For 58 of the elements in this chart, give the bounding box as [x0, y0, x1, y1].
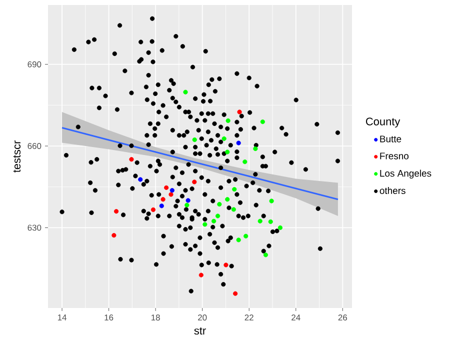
point: [198, 272, 204, 278]
point: [258, 218, 262, 224]
point: [236, 140, 241, 146]
point: [232, 187, 237, 192]
point: [242, 160, 248, 164]
point: [225, 197, 230, 202]
x-tick-label: 18: [152, 314, 160, 321]
y-tick-label: 630: [28, 224, 42, 231]
point: [114, 209, 119, 214]
point: [226, 118, 230, 123]
point: [160, 197, 166, 202]
legend-label: Fresno: [380, 152, 409, 160]
point: [225, 150, 230, 154]
point: [263, 252, 268, 258]
point: [237, 110, 242, 114]
x-tick-label: 16: [104, 314, 114, 321]
x-tick-label: 14: [58, 314, 66, 320]
point: [253, 146, 258, 152]
point: [192, 137, 197, 142]
legend-label: others: [380, 187, 406, 194]
point: [233, 291, 238, 296]
point: [269, 198, 274, 204]
y-axis-title: testscr: [13, 140, 21, 172]
point: [164, 185, 169, 190]
point: [186, 198, 190, 203]
legend-title: County: [366, 118, 400, 128]
point: [192, 180, 197, 184]
point: [244, 234, 248, 238]
point: [202, 222, 208, 227]
point: [183, 90, 188, 94]
x-tick-label: 24: [292, 314, 300, 320]
y-tick-label: 660: [28, 143, 42, 150]
x-tick-label: 20: [198, 314, 207, 321]
x-axis-title: str: [194, 327, 206, 335]
point: [212, 218, 216, 224]
point: [150, 207, 156, 212]
point: [215, 214, 220, 218]
point: [129, 157, 134, 162]
point: [217, 202, 222, 207]
point: [260, 119, 265, 124]
point: [138, 177, 143, 182]
point: [224, 262, 228, 268]
point: [278, 225, 283, 230]
point: [222, 136, 226, 141]
point: [236, 238, 241, 242]
point: [268, 219, 273, 224]
line-series: [61, 126, 339, 200]
point: [170, 188, 174, 193]
point: [184, 202, 190, 208]
point: [112, 233, 116, 238]
point: [168, 192, 174, 197]
point: [159, 204, 164, 208]
legend-label: Los Angeles: [380, 170, 432, 179]
point: [231, 207, 236, 212]
y-tick-label: 690: [28, 61, 42, 68]
x-tick-label: 26: [338, 314, 347, 321]
legend-label: Butte: [380, 136, 402, 142]
x-tick-label: 22: [244, 314, 254, 320]
